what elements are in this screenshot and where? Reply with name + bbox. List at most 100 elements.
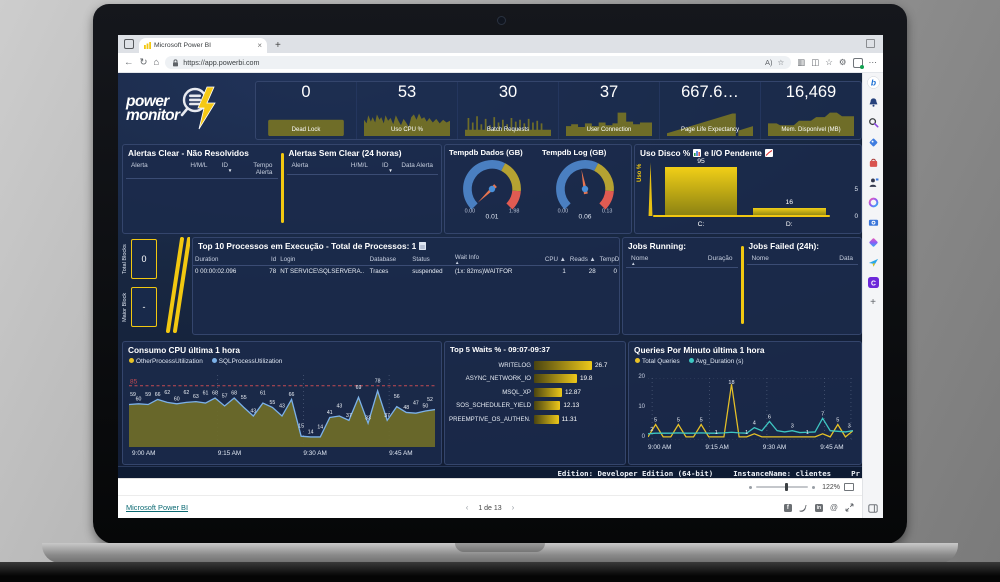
window-restore-icon[interactable]	[866, 39, 875, 48]
wait-bar-row[interactable]: WRITELOG 26.7	[449, 360, 621, 370]
search-icon[interactable]	[867, 116, 880, 129]
cpu-chart-panel[interactable]: Consumo CPU última 1 hora OtherProcessUt…	[122, 341, 442, 465]
wait-bar[interactable]	[534, 374, 577, 383]
total-blocks[interactable]: Total Blocks 0	[122, 239, 157, 279]
legend-avg-duration[interactable]: Avg_Duration (s)	[688, 358, 744, 365]
favorites-icon[interactable]: ☆	[825, 57, 833, 67]
bar-d[interactable]	[752, 207, 826, 216]
wait-bar[interactable]	[534, 414, 559, 424]
shopping-tag-icon[interactable]	[867, 136, 880, 149]
refresh-icon[interactable]: ↻	[139, 57, 148, 68]
browser-tab[interactable]: Microsoft Power BI ×	[139, 38, 267, 53]
back-icon[interactable]: ←	[124, 57, 134, 68]
copilot-icon[interactable]: b	[866, 76, 880, 89]
split-screen-icon[interactable]: ◫	[811, 57, 820, 67]
kpi-uso-cpu[interactable]: 53 Uso CPU %	[357, 82, 458, 139]
extensions-icon[interactable]: ⚙	[838, 57, 847, 67]
kpi-batch-requests[interactable]: 30 Batch Requests	[458, 82, 559, 139]
more-menu-icon[interactable]: ⋯	[868, 57, 878, 67]
col-nome[interactable]: Nome ▲	[631, 255, 687, 266]
logo-line1: power	[126, 93, 169, 111]
email-icon[interactable]: @	[829, 503, 838, 512]
waits-chart-panel[interactable]: Top 5 Waits % - 09:07-09:37 WRITELOG 26.7…	[444, 341, 626, 465]
new-tab-button[interactable]: +	[275, 40, 281, 51]
kpi-dead-lock[interactable]: 0 Dead Lock	[256, 82, 357, 139]
wait-bar-row[interactable]: MSQL_XP 12.87	[449, 387, 621, 397]
col-reads[interactable]: Reads ▲	[567, 253, 598, 266]
favorite-star-icon[interactable]: ☆	[777, 58, 785, 67]
col-id[interactable]: ID ▼	[382, 162, 399, 173]
zoom-slider-thumb[interactable]	[784, 483, 788, 491]
legend-total-queries[interactable]: Total Queries	[635, 358, 680, 365]
browser-essentials-icon[interactable]	[852, 57, 864, 69]
col-duration[interactable]: Duration	[193, 253, 257, 266]
col-tempdb[interactable]: TempDB ▲	[597, 253, 619, 266]
col-id[interactable]: Id	[256, 253, 279, 266]
fit-to-page-icon[interactable]	[844, 483, 854, 491]
col-tempo[interactable]: Tempo Alerta	[253, 162, 273, 176]
powerbi-link[interactable]: Microsoft Power BI	[126, 503, 189, 512]
col-data[interactable]: Data	[839, 255, 853, 262]
col-status[interactable]: Status	[410, 253, 453, 266]
wait-bar-row[interactable]: ASYNC_NETWORK_IO 19.8	[449, 374, 621, 383]
address-bar[interactable]: https://app.powerbi.com A) ☆	[165, 56, 792, 69]
col-database[interactable]: Database	[367, 253, 411, 266]
table-row[interactable]: 0 00:00:02.096 78 NT SERVICE\SQLSERVERA.…	[195, 268, 617, 275]
games-icon[interactable]	[867, 196, 880, 209]
col-alerta[interactable]: Alerta	[131, 162, 148, 169]
bar-c[interactable]	[664, 166, 738, 216]
gauge-tempdb-dados[interactable]: Tempdb Dados (GB) 0.00 1.98 0.01	[445, 145, 538, 233]
gauge-tempdb-log[interactable]: Tempdb Log (GB) 0.00 0.13 0.06	[538, 145, 631, 233]
zoom-out-icon[interactable]	[749, 485, 753, 489]
svg-text:0.13: 0.13	[601, 208, 612, 214]
clipchamp-icon[interactable]: C	[867, 276, 880, 289]
instance-text: InstanceName: clientes	[733, 468, 832, 478]
wait-bar-row[interactable]: SOS_SCHEDULER_YIELD 12.13	[449, 401, 621, 410]
svg-text:37: 37	[384, 413, 390, 419]
col-duracao[interactable]: Duração	[707, 255, 733, 262]
col-alerta[interactable]: Alerta	[291, 162, 309, 169]
drop-paper-plane-icon[interactable]	[867, 256, 880, 269]
twitter-icon[interactable]	[799, 504, 808, 512]
collections-icon[interactable]: ▥	[797, 57, 806, 67]
col-login[interactable]: Login	[278, 253, 368, 266]
tab-workspaces-icon[interactable]	[124, 39, 134, 49]
maior-block[interactable]: Maior Block -	[122, 287, 157, 327]
legend-sql-process[interactable]: SQLProcessUtilization	[211, 358, 282, 365]
legend-dot	[688, 358, 694, 363]
col-id[interactable]: ID ▼	[222, 162, 239, 176]
notifications-bell-icon[interactable]	[867, 96, 880, 109]
next-page-icon[interactable]: ›	[511, 503, 515, 512]
col-data[interactable]: Data Alerta	[401, 162, 433, 169]
kpi-user-connection[interactable]: 37 User Connection	[559, 82, 660, 139]
col-cpu[interactable]: CPU ▲	[542, 253, 568, 266]
facebook-icon[interactable]: f	[783, 503, 792, 512]
kpi-page-life[interactable]: 667.6… Page Life Expectancy	[660, 82, 761, 139]
read-aloud-icon[interactable]: A)	[764, 58, 773, 67]
uso-disco-panel[interactable]: Uso Disco % e I/O Pendente Uso %	[634, 144, 862, 234]
prev-page-icon[interactable]: ‹	[465, 503, 469, 512]
sidebar-add-icon[interactable]: +	[870, 297, 876, 308]
zoom-in-icon[interactable]	[812, 485, 816, 489]
home-icon[interactable]: ⌂	[153, 57, 160, 68]
sidebar-settings-icon[interactable]	[867, 502, 880, 515]
capture-camera-icon[interactable]	[867, 216, 880, 229]
wait-bar[interactable]	[534, 360, 592, 370]
shopping-bag-icon[interactable]	[867, 156, 880, 169]
profile-icon[interactable]	[867, 176, 880, 189]
col-hml[interactable]: H/M/L	[190, 162, 208, 169]
tab-close-icon[interactable]: ×	[257, 41, 262, 50]
designer-icon[interactable]	[867, 236, 880, 249]
legend-other-process[interactable]: OtherProcessUtilization	[129, 358, 203, 365]
wait-bar[interactable]	[534, 401, 561, 410]
col-wait-info[interactable]: Wait Info ▲	[452, 253, 543, 266]
kpi-mem-disponivel[interactable]: 16,469 Mem. Disponível (MB)	[761, 82, 861, 139]
wait-bar-row[interactable]: PREEMPTIVE_OS_AUTHEN... 11.31	[449, 414, 621, 424]
zoom-slider[interactable]	[756, 483, 809, 491]
col-nome[interactable]: Nome	[751, 255, 769, 262]
wait-bar[interactable]	[534, 387, 562, 397]
linkedin-icon[interactable]: in	[814, 503, 823, 512]
queries-chart-panel[interactable]: Queries Por Minuto última 1 hora Total Q…	[628, 341, 862, 465]
col-hml[interactable]: H/M/L	[350, 162, 368, 169]
fullscreen-expand-icon[interactable]	[845, 503, 854, 512]
